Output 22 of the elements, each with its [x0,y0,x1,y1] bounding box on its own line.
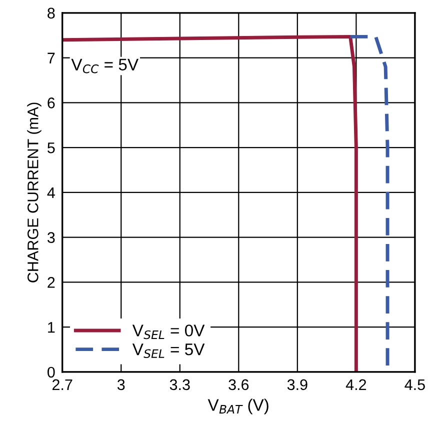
x-tick-label: 4.2 [346,379,366,390]
x-tick-label: 3 [117,379,125,390]
y-axis-title: CHARGE CURRENT (mA) [27,102,42,282]
y-tick-label: 1 [48,322,55,333]
x-axis-title: V$_{BAT}$ (V) [208,398,268,414]
y-tick-label: 4 [47,187,55,198]
x-tick-label: 4.5 [404,379,425,390]
x-tick-label: 2.7 [52,379,72,390]
y-tick-label: 6 [48,98,55,108]
x-tick-label: 3.6 [228,379,249,390]
y-tick-label: 7 [48,52,55,64]
y-tick-label: 5 [48,142,55,154]
annotation: V$_{CC}$ = 5V [71,58,138,74]
line-series [62,34,358,372]
y-tick-label: 0 [48,366,55,378]
y-tick-label: 2 [48,277,55,288]
y-tick-label: 3 [47,232,55,243]
legend-label: V$_{SEL}$ = 5V [132,344,205,358]
x-tick-label: 3.9 [287,379,308,390]
y-tick-label: 8 [48,8,55,19]
x-tick-label: 3.3 [170,379,190,390]
legend-label: V$_{SEL}$ = 0V [132,324,205,340]
